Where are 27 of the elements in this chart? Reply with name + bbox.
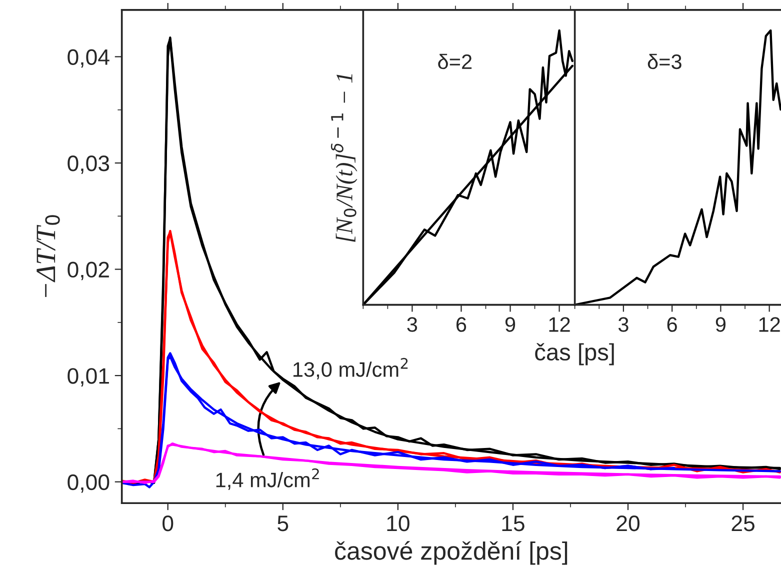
annotation: δ=2	[438, 54, 472, 70]
x-tick-label: 6	[456, 317, 466, 332]
annotation: 1,4 mJ/cm$^{2}$	[216, 468, 319, 490]
x-tick-label: 20	[616, 515, 640, 532]
x-tick-label: 25	[732, 515, 754, 532]
y-axis-title: −ΔT/T$_{0}$	[36, 215, 60, 297]
x-tick-label: 12	[759, 317, 780, 332]
y-tick-label: 0,04	[68, 49, 110, 68]
x-tick-label: 0	[162, 515, 174, 532]
annotation: δ=3	[648, 54, 682, 70]
y-tick-label: 0,03	[68, 156, 110, 174]
x-tick-label: 15	[502, 516, 524, 532]
y-axis-title: [N$_{0}$/N(t)]$^{δ−1}$ − 1	[330, 74, 358, 242]
y-tick-label: 0,02	[68, 262, 109, 280]
x-tick-label: 6	[667, 317, 677, 332]
y-tick-label: 0,00	[68, 474, 110, 493]
x-tick-label: 5	[278, 516, 288, 532]
x-axis-title: čas [ps]	[535, 343, 614, 366]
x-tick-label: 10	[387, 515, 410, 532]
annotation: 13,0 mJ/cm$^{2}$	[293, 358, 408, 380]
y-tick-label: 0,01	[68, 368, 109, 386]
x-tick-label: 3	[407, 317, 418, 332]
x-tick-label: 12	[549, 317, 570, 332]
x-axis-title: časové zpoždění [ps]	[335, 541, 568, 565]
x-tick-label: 9	[716, 317, 726, 332]
x-tick-label: 9	[505, 317, 516, 332]
x-tick-label: 3	[618, 317, 628, 332]
